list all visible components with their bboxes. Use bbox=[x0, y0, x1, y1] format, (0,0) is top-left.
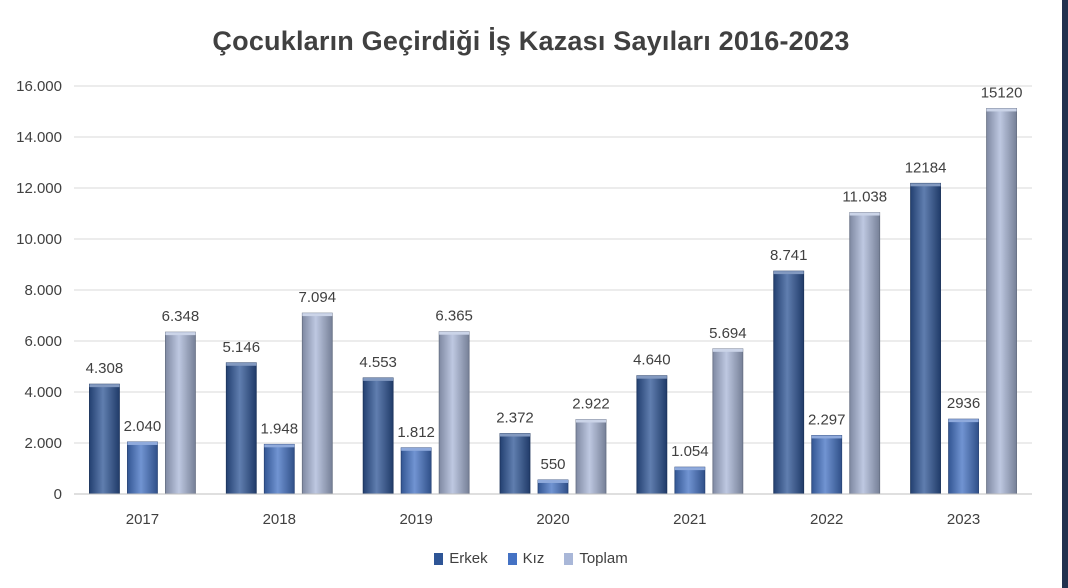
bar-toplam-2019 bbox=[438, 331, 470, 495]
bar-kız-2023 bbox=[948, 418, 979, 495]
bar-top-toplam-2020 bbox=[576, 419, 606, 423]
bar-erkek-2019 bbox=[362, 377, 394, 495]
bar-toplam-2021 bbox=[712, 348, 744, 495]
bar-top-erkek-2020 bbox=[500, 433, 530, 437]
bar-top-toplam-2021 bbox=[712, 348, 743, 352]
legend-swatch bbox=[434, 552, 444, 565]
y-tick-label: 0 bbox=[54, 486, 62, 503]
window-edge bbox=[1062, 0, 1068, 588]
x-tick-label: 2018 bbox=[263, 511, 296, 528]
bar-top-kız-2017 bbox=[127, 441, 158, 445]
data-label: 2936 bbox=[947, 395, 980, 412]
data-label: 2.297 bbox=[808, 411, 846, 428]
x-tick-label: 2022 bbox=[810, 511, 843, 528]
y-tick-label: 4.000 bbox=[24, 384, 62, 401]
legend-swatch bbox=[507, 552, 517, 565]
bar-top-toplam-2019 bbox=[439, 331, 470, 335]
data-label: 4.308 bbox=[86, 360, 124, 377]
legend-item-kız: Kız bbox=[507, 550, 545, 567]
y-tick-label: 10.000 bbox=[16, 231, 62, 248]
chart-legend: Erkek Kız Toplam bbox=[0, 550, 1062, 567]
bar-kız-2021 bbox=[674, 466, 706, 495]
bar-top-erkek-2022 bbox=[773, 271, 804, 275]
bar-erkek-2020 bbox=[499, 433, 531, 495]
data-label: 2.372 bbox=[496, 410, 534, 427]
x-tick-label: 2021 bbox=[673, 511, 706, 528]
bar-top-toplam-2017 bbox=[165, 332, 196, 336]
bar-top-toplam-2018 bbox=[302, 313, 333, 317]
bar-top-kız-2019 bbox=[401, 447, 432, 451]
x-tick-label: 2019 bbox=[399, 511, 432, 528]
bar-toplam-2020 bbox=[575, 419, 607, 495]
bar-top-kız-2020 bbox=[538, 479, 568, 483]
data-label: 4.640 bbox=[633, 352, 671, 369]
data-label: 2.922 bbox=[572, 395, 610, 412]
legend-swatch bbox=[564, 552, 574, 565]
bar-kız-2018 bbox=[263, 443, 295, 495]
bar-top-kız-2022 bbox=[811, 435, 842, 439]
data-label: 5.146 bbox=[223, 339, 261, 356]
data-label: 7.094 bbox=[299, 289, 337, 306]
bar-erkek-2018 bbox=[225, 362, 257, 495]
bar-erkek-2022 bbox=[773, 270, 805, 495]
y-tick-label: 12.000 bbox=[16, 180, 62, 197]
x-tick-label: 2017 bbox=[126, 511, 159, 528]
y-tick-label: 8.000 bbox=[24, 282, 62, 299]
data-label: 5.694 bbox=[709, 325, 747, 342]
data-label: 1.948 bbox=[261, 420, 299, 437]
bar-top-erkek-2023 bbox=[910, 183, 941, 187]
bar-top-erkek-2019 bbox=[363, 377, 394, 381]
bar-kız-2022 bbox=[811, 435, 843, 495]
bar-top-toplam-2023 bbox=[986, 108, 1017, 112]
legend-item-toplam: Toplam bbox=[564, 550, 628, 567]
data-label: 1.054 bbox=[671, 443, 709, 460]
y-tick-label: 16.000 bbox=[16, 78, 62, 95]
data-label: 6.365 bbox=[435, 308, 473, 325]
x-tick-label: 2020 bbox=[536, 511, 569, 528]
bar-erkek-2017 bbox=[89, 383, 120, 495]
bar-kız-2017 bbox=[127, 441, 158, 495]
bar-toplam-2018 bbox=[301, 312, 333, 495]
bar-top-kız-2021 bbox=[674, 467, 705, 471]
bar-erkek-2023 bbox=[910, 182, 941, 495]
legend-item-erkek: Erkek bbox=[434, 550, 488, 567]
bar-toplam-2017 bbox=[165, 331, 196, 495]
data-label: 8.741 bbox=[770, 247, 808, 264]
y-tick-label: 14.000 bbox=[16, 129, 62, 146]
x-tick-label: 2023 bbox=[947, 511, 980, 528]
chart-title: Çocukların Geçirdiği İş Kazası Sayıları … bbox=[212, 26, 850, 56]
bar-top-kız-2018 bbox=[264, 444, 295, 448]
legend-label: Erkek bbox=[449, 550, 488, 567]
bar-kız-2019 bbox=[400, 447, 432, 495]
data-label: 550 bbox=[540, 456, 565, 473]
legend-label: Toplam bbox=[579, 550, 628, 567]
y-tick-label: 2.000 bbox=[24, 435, 62, 452]
data-label: 4.553 bbox=[359, 354, 397, 371]
y-tick-label: 6.000 bbox=[24, 333, 62, 350]
bar-erkek-2021 bbox=[636, 375, 668, 495]
data-label: 11.038 bbox=[842, 189, 887, 206]
bar-top-erkek-2017 bbox=[89, 384, 120, 388]
data-label: 2.040 bbox=[124, 418, 162, 435]
bar-top-erkek-2018 bbox=[226, 362, 257, 366]
data-label: 1.812 bbox=[397, 424, 435, 441]
bar-top-erkek-2021 bbox=[636, 375, 667, 379]
data-label: 12184 bbox=[905, 159, 947, 176]
bar-top-toplam-2022 bbox=[849, 212, 880, 216]
bar-toplam-2022 bbox=[849, 212, 881, 495]
bar-toplam-2023 bbox=[986, 108, 1017, 495]
data-label: 15120 bbox=[981, 84, 1023, 101]
legend-label: Kız bbox=[522, 550, 545, 567]
data-label: 6.348 bbox=[162, 308, 200, 325]
bar-top-kız-2023 bbox=[948, 419, 979, 423]
